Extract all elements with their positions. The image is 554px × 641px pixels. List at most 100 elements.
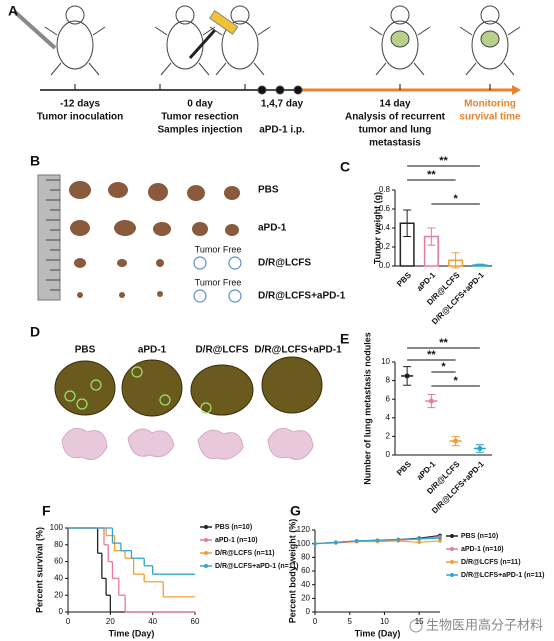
y-tick-label: 40 (301, 580, 310, 589)
x-axis-label: Time (Day) (109, 628, 155, 638)
lung-photos (54, 356, 323, 460)
x-tick-label: aPD-1 (415, 270, 438, 293)
y-tick-label: 0.6 (379, 204, 391, 213)
label: D/R@LCFS+aPD-1 (254, 345, 342, 356)
error-bar (451, 435, 460, 447)
y-tick-label: 40 (54, 574, 63, 583)
y-tick-label: 0.4 (379, 223, 391, 232)
weight-point (438, 536, 442, 540)
label: E (340, 331, 349, 347)
y-tick-label: 120 (297, 525, 311, 534)
x-tick-label: PBS (395, 459, 413, 477)
label: aPD-1 i.p. (259, 125, 305, 136)
legend-label: aPD-1 (n=10) (215, 537, 258, 544)
x-tick-label: 60 (191, 617, 200, 626)
y-axis-label: Percent survival (%) (34, 527, 44, 613)
y-tick-label: 4 (386, 413, 391, 422)
x-tick-label: 40 (148, 617, 157, 626)
x-tick-label: aPD-1 (415, 459, 438, 482)
weight-point (334, 540, 338, 545)
y-tick-label: 10 (381, 357, 390, 366)
label: tumor and lung (359, 125, 432, 136)
label: aPD-1 (138, 345, 167, 356)
sig-label: ** (427, 349, 436, 361)
weight-point (375, 538, 380, 543)
legend-dot (204, 564, 208, 568)
label: PBS (258, 185, 279, 196)
sig-label: ** (439, 337, 448, 349)
label: Tumor resection (161, 112, 239, 123)
y-tick-label: 0.2 (379, 242, 391, 251)
y-tick-label: 0 (59, 607, 64, 616)
error-bar (403, 366, 412, 386)
y-tick-label: 0 (306, 607, 311, 616)
label: D (30, 324, 40, 340)
y-tick-label: 100 (50, 523, 64, 532)
label: aPD-1 (258, 223, 287, 234)
legend-dot (204, 551, 208, 555)
y-tick-label: 20 (54, 590, 63, 599)
label: 14 day (379, 99, 411, 110)
legend-label: D/R@LCFS (n=11) (215, 550, 275, 557)
y-tick-label: 8 (386, 376, 391, 385)
y-tick-label: 80 (54, 540, 63, 549)
y-tick-label: 0.8 (379, 185, 391, 194)
tumor-photo (37, 174, 242, 303)
label: G (290, 503, 301, 519)
x-tick-label: 5 (347, 617, 352, 626)
x-tick-label: PBS (395, 270, 413, 288)
label: D/R@LCFS (195, 345, 248, 356)
weight-point (313, 541, 317, 546)
y-tick-label: 2 (386, 432, 391, 441)
label: A (8, 3, 18, 19)
y-tick-label: 100 (297, 539, 311, 548)
y-axis-label: Tumor weight (g) (372, 192, 382, 264)
legend-label: D/R@LCFS+aPD-1 (n=11) (461, 572, 544, 579)
legend-label: PBS (n=10) (215, 524, 252, 531)
label: C (340, 159, 350, 175)
label: D/R@LCFS+aPD-1 (258, 291, 346, 302)
sig-label: * (441, 361, 446, 373)
y-tick-label: 60 (54, 557, 63, 566)
legend-dot (204, 538, 208, 542)
watermark-icon (409, 619, 423, 633)
label: Analysis of recurrent (345, 112, 446, 123)
timeline-art (13, 5, 521, 95)
x-tick-label: 20 (106, 617, 115, 626)
legend-dot (450, 560, 454, 564)
label: F (42, 503, 51, 519)
legend-label: D/R@LCFS+aPD-1 (n=11) (215, 563, 298, 570)
sig-label: ** (427, 169, 436, 181)
label: Tumor Free (195, 277, 242, 287)
x-tick-label: 15 (415, 617, 424, 626)
x-tick-label: 0 (313, 617, 318, 626)
weight-point (417, 537, 421, 541)
legend-dot (204, 525, 208, 529)
legend-label: PBS (n=10) (461, 533, 498, 540)
label: B (30, 153, 40, 169)
x-tick-label: 0 (66, 617, 71, 626)
y-tick-label: 60 (301, 566, 310, 575)
error-bar (451, 252, 460, 269)
sig-label: ** (439, 155, 448, 167)
y-tick-label: 0 (386, 450, 391, 459)
label: Monitoring (464, 99, 516, 110)
watermark: 生物医用高分子材料 (426, 617, 543, 632)
legend-dot (450, 573, 454, 577)
error-bar (475, 263, 484, 267)
x-axis-label: Time (Day) (355, 628, 401, 638)
label: survival time (459, 112, 521, 123)
label: D/R@LCFS (258, 258, 311, 269)
legend-label: aPD-1 (n=10) (461, 546, 504, 553)
label: 0 day (187, 99, 213, 110)
sig-label: * (453, 375, 458, 387)
label: -12 days (60, 99, 100, 110)
legend-dot (450, 547, 454, 551)
label: Tumor inoculation (37, 112, 123, 123)
label: PBS (75, 345, 96, 356)
y-tick-label: 80 (301, 552, 310, 561)
error-bar (427, 394, 436, 409)
error-bar (475, 444, 484, 453)
weight-point (396, 537, 401, 542)
